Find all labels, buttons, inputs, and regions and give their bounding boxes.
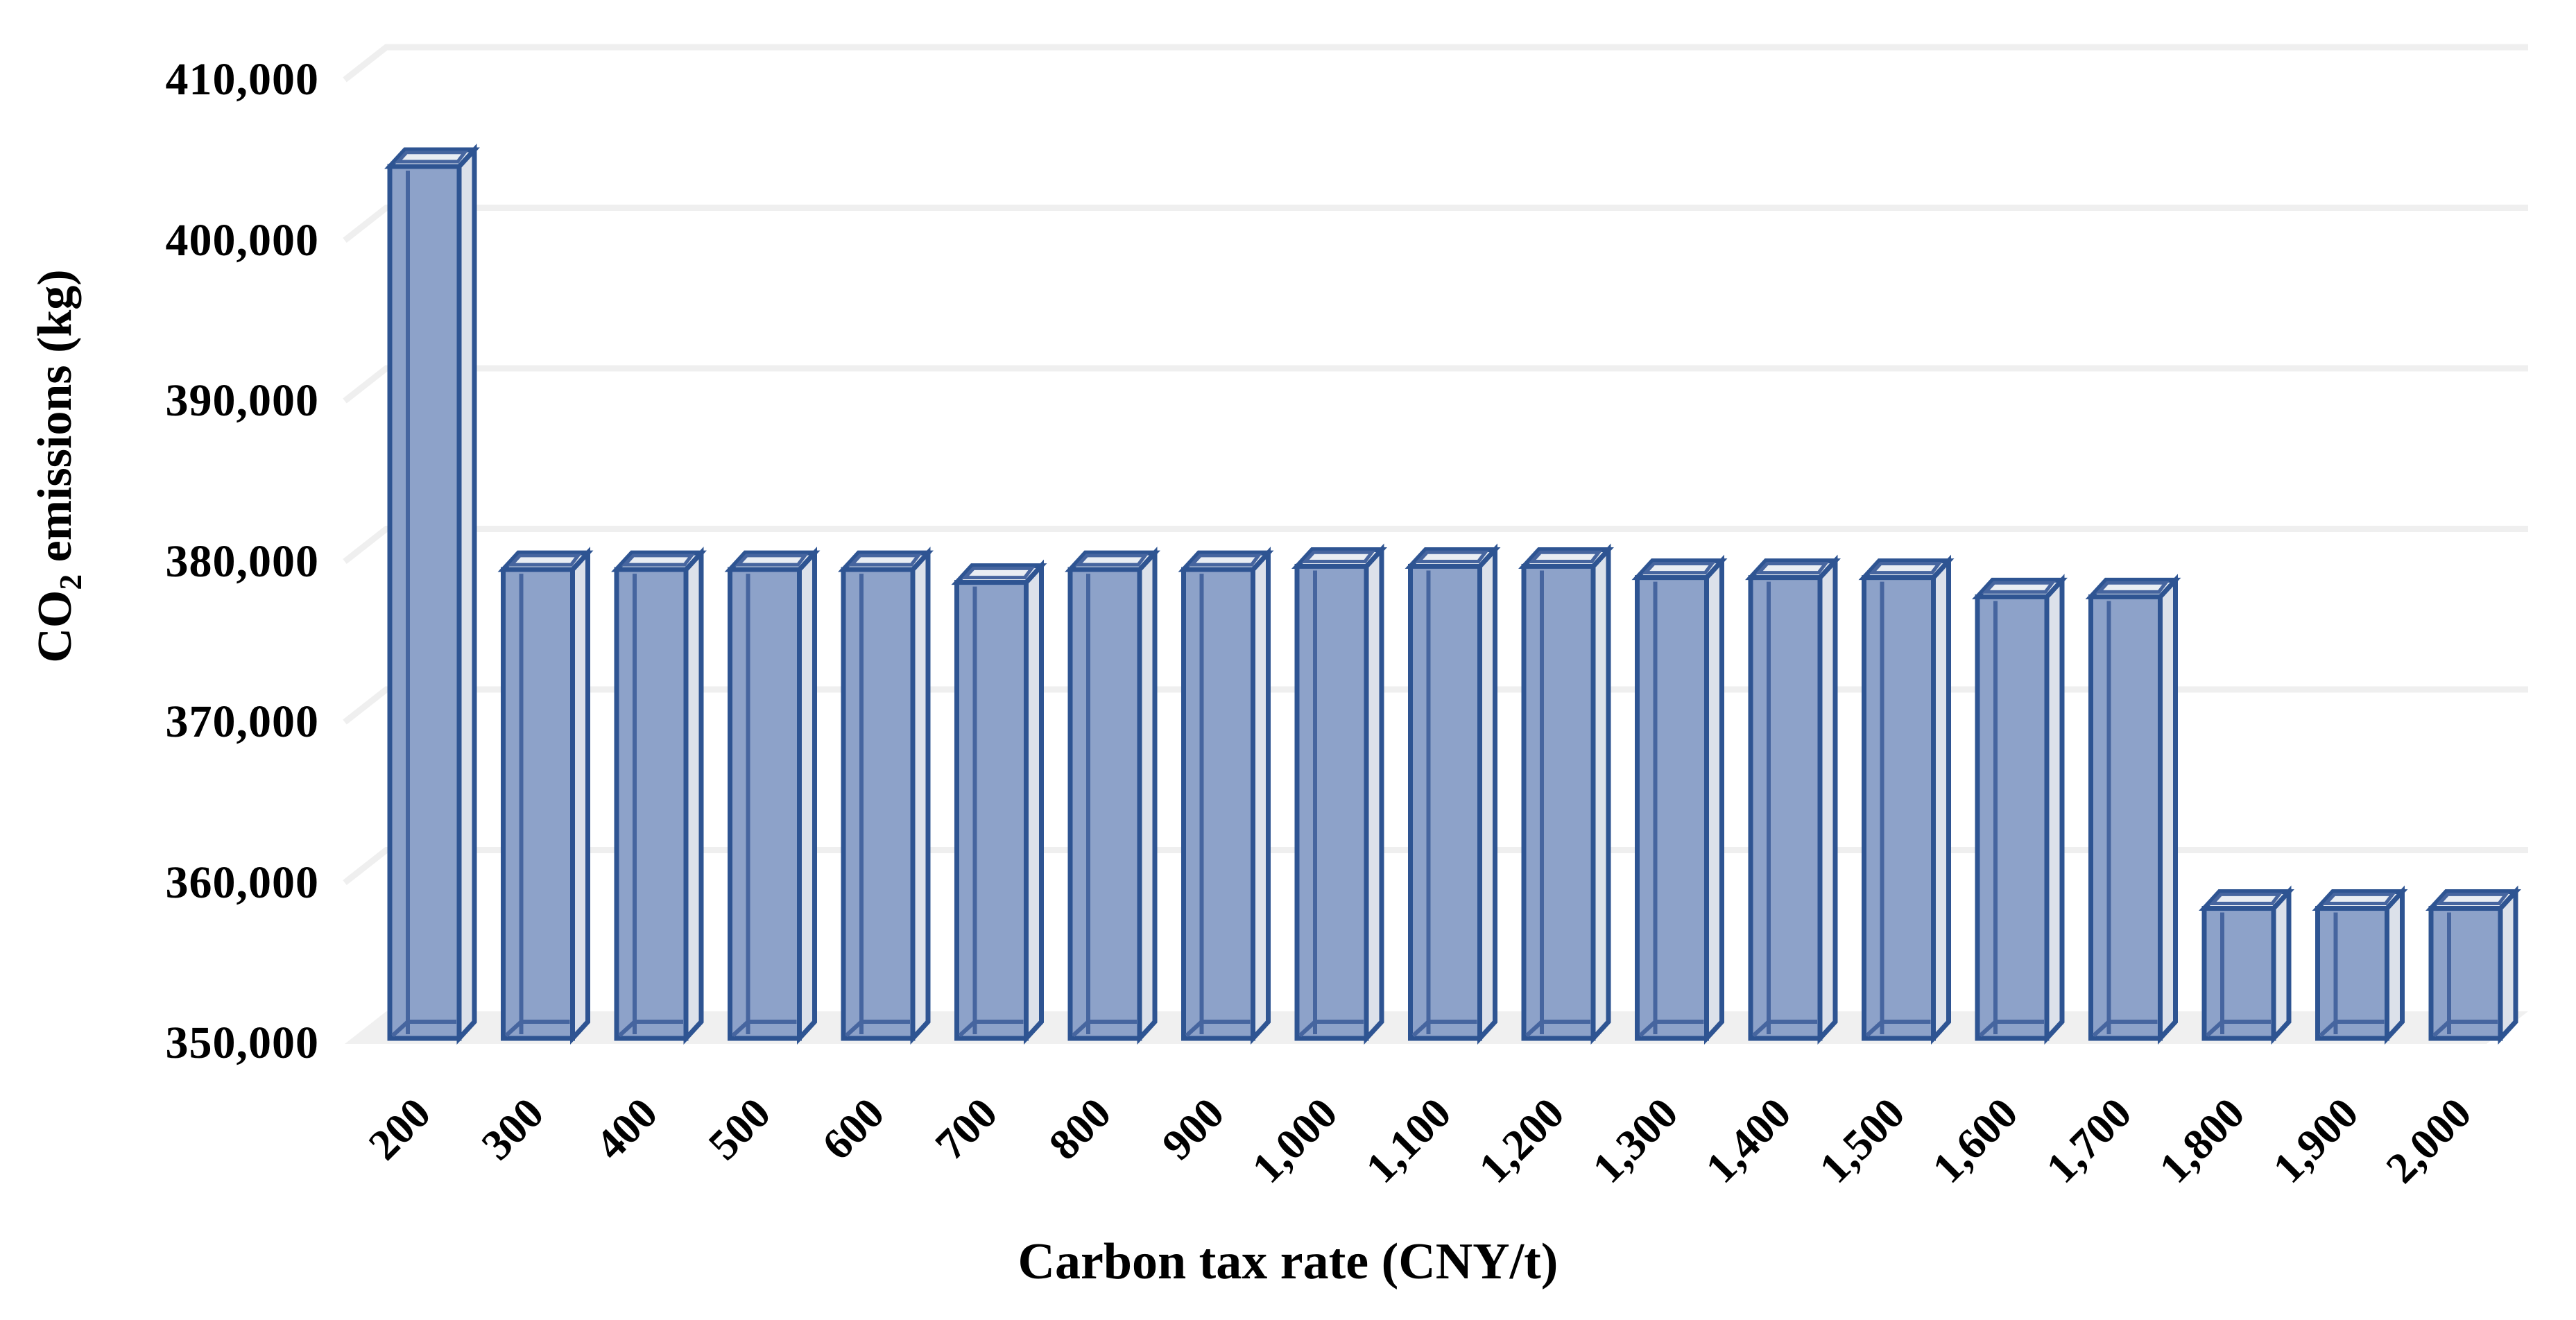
bar-top-inner-edge <box>2321 892 2396 906</box>
bar-front-face <box>1635 575 1709 1041</box>
bar-front-face <box>1294 563 1369 1041</box>
bar-top-inner-edge <box>621 554 696 567</box>
bar-bottom-left-edge <box>731 1020 750 1038</box>
bar-bottom-left-edge <box>1638 1020 1657 1038</box>
bar-top-inner-edge <box>2095 581 2170 594</box>
bar-top-inner-edge <box>1074 554 1149 567</box>
bar-top-inner-edge <box>1755 561 1830 575</box>
y-axis-tick-label: 350,000 <box>165 1018 319 1068</box>
bar-top-inner-edge <box>1301 550 1376 563</box>
bar-bottom-left-edge <box>2205 1020 2224 1038</box>
bar-front-face <box>501 567 575 1041</box>
bar-front-face <box>1408 563 1482 1041</box>
y-axis-tick-label: 410,000 <box>165 54 319 105</box>
bar-top-inner-edge <box>1868 561 1943 575</box>
y-axis-tick-label: 380,000 <box>165 535 319 587</box>
bar-top-inner-edge <box>394 151 469 164</box>
gridline <box>343 365 2528 404</box>
y-axis-tick-label: 370,000 <box>165 696 319 747</box>
bar-top-inner-edge <box>1982 581 2056 594</box>
bar-bottom-left-edge <box>844 1020 864 1038</box>
bar-front-face <box>614 567 689 1041</box>
bar-bottom-left-edge <box>617 1020 637 1038</box>
bar-front-face <box>2428 906 2503 1041</box>
bar-bottom-left-edge <box>1298 1020 1317 1038</box>
gridline <box>343 526 2528 565</box>
bar-top-inner-edge <box>2435 892 2510 906</box>
y-axis-tick-label: 390,000 <box>165 375 319 426</box>
bar-top-inner-edge <box>961 566 1036 580</box>
bar-top-inner-edge <box>848 554 922 567</box>
bar-front-face <box>1521 563 1596 1041</box>
bar-front-face <box>1181 567 1255 1041</box>
bar-front-face <box>728 567 802 1041</box>
y-axis-title-main: CO <box>28 590 82 663</box>
bar-bottom-left-edge <box>1525 1020 1544 1038</box>
bar-bottom-left-edge <box>2319 1020 2337 1038</box>
bar-front-face <box>2201 906 2276 1041</box>
bar-bottom-left-edge <box>390 1020 410 1038</box>
bar-front-face <box>387 164 462 1041</box>
bar-bottom-left-edge <box>2432 1020 2451 1038</box>
bar-top-inner-edge <box>2208 892 2283 906</box>
bar-top-inner-edge <box>1187 554 1262 567</box>
y-axis-title-rest: emissions (kg) <box>28 269 82 574</box>
bar-bottom-left-edge <box>1751 1020 1771 1038</box>
y-axis-tick-label: 400,000 <box>165 214 319 266</box>
bar-top-inner-edge <box>734 554 809 567</box>
bar-bottom-left-edge <box>1411 1020 1430 1038</box>
bar-front-face <box>1862 575 1936 1041</box>
bar-front-face <box>2315 906 2389 1041</box>
bar-bottom-left-edge <box>2092 1020 2111 1038</box>
bar-front-face <box>841 567 916 1041</box>
bar-front-face <box>2088 594 2163 1041</box>
bar-top-inner-edge <box>507 554 582 567</box>
bar-top-inner-edge <box>1528 550 1603 563</box>
bar-front-face <box>954 580 1029 1041</box>
y-axis-tick-label: 360,000 <box>165 857 319 908</box>
bar-bottom-left-edge <box>958 1020 977 1038</box>
gridline <box>343 205 2528 243</box>
bar-bottom-left-edge <box>1978 1020 1998 1038</box>
bar-bottom-left-edge <box>1185 1020 1203 1038</box>
bar-front-face <box>1748 575 1823 1041</box>
bar-bottom-left-edge <box>504 1020 523 1038</box>
bar-bottom-left-edge <box>1071 1020 1090 1038</box>
y-axis-title: CO2 emissions (kg) <box>28 269 88 663</box>
bar-top-inner-edge <box>1414 550 1489 563</box>
y-axis-title-subscript: 2 <box>53 574 88 590</box>
bar-top-inner-edge <box>1641 561 1716 575</box>
bar-front-face <box>1975 594 2050 1041</box>
bar-front-face <box>1067 567 1142 1041</box>
bar-bottom-left-edge <box>1865 1020 1884 1038</box>
x-axis-title: Carbon tax rate (CNY/t) <box>1017 1233 1559 1290</box>
gridline <box>343 44 2528 83</box>
